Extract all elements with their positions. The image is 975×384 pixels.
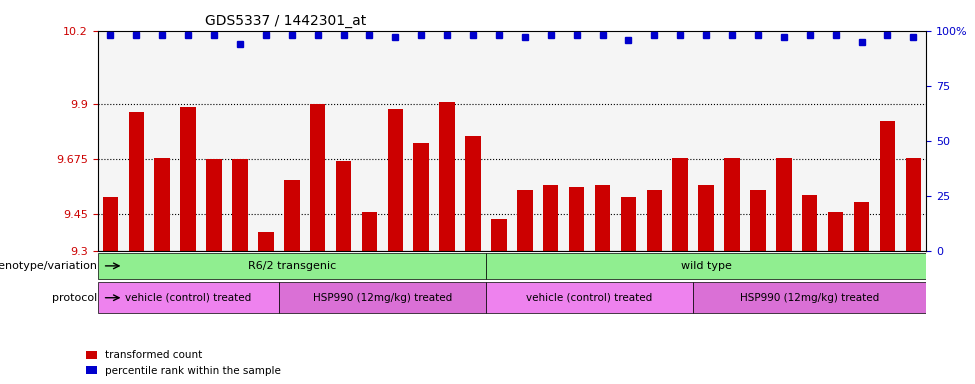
Bar (207, 159, 222, 251)
Bar (180, 107, 196, 251)
Bar (362, 212, 377, 251)
Bar (413, 143, 429, 251)
Text: vehicle (control) treated: vehicle (control) treated (125, 293, 252, 303)
Bar (698, 185, 714, 251)
Text: GDS5337 / 1442301_at: GDS5337 / 1442301_at (206, 14, 367, 28)
Text: HSP990 (12mg/kg) treated: HSP990 (12mg/kg) treated (313, 293, 452, 303)
Bar (335, 161, 351, 251)
FancyBboxPatch shape (98, 253, 486, 279)
Bar (750, 190, 765, 251)
Bar (284, 180, 299, 251)
Bar (517, 190, 532, 251)
Bar (801, 195, 817, 251)
Bar (543, 185, 559, 251)
Bar (491, 219, 507, 251)
Bar (388, 109, 403, 251)
Text: R6/2 transgenic: R6/2 transgenic (248, 261, 335, 271)
Text: HSP990 (12mg/kg) treated: HSP990 (12mg/kg) treated (740, 293, 879, 303)
Bar (646, 190, 662, 251)
Bar (568, 187, 584, 251)
Bar (595, 185, 610, 251)
Bar (879, 121, 895, 251)
Bar (724, 158, 740, 251)
Bar (673, 158, 688, 251)
Bar (310, 104, 326, 251)
FancyBboxPatch shape (486, 282, 693, 313)
Bar (854, 202, 870, 251)
Legend: transformed count, percentile rank within the sample: transformed count, percentile rank withi… (83, 348, 284, 379)
Bar (621, 197, 636, 251)
FancyBboxPatch shape (693, 282, 926, 313)
Bar (906, 158, 921, 251)
Bar (232, 159, 248, 251)
Bar (440, 102, 455, 251)
FancyBboxPatch shape (486, 253, 926, 279)
Bar (465, 136, 481, 251)
FancyBboxPatch shape (98, 282, 279, 313)
Text: protocol: protocol (53, 293, 98, 303)
Text: vehicle (control) treated: vehicle (control) treated (526, 293, 652, 303)
Bar (828, 212, 843, 251)
Bar (154, 158, 170, 251)
Bar (102, 197, 118, 251)
FancyBboxPatch shape (279, 282, 486, 313)
Bar (129, 112, 144, 251)
Bar (258, 232, 274, 251)
Text: wild type: wild type (681, 261, 731, 271)
Text: genotype/variation: genotype/variation (0, 261, 98, 271)
Bar (776, 158, 792, 251)
